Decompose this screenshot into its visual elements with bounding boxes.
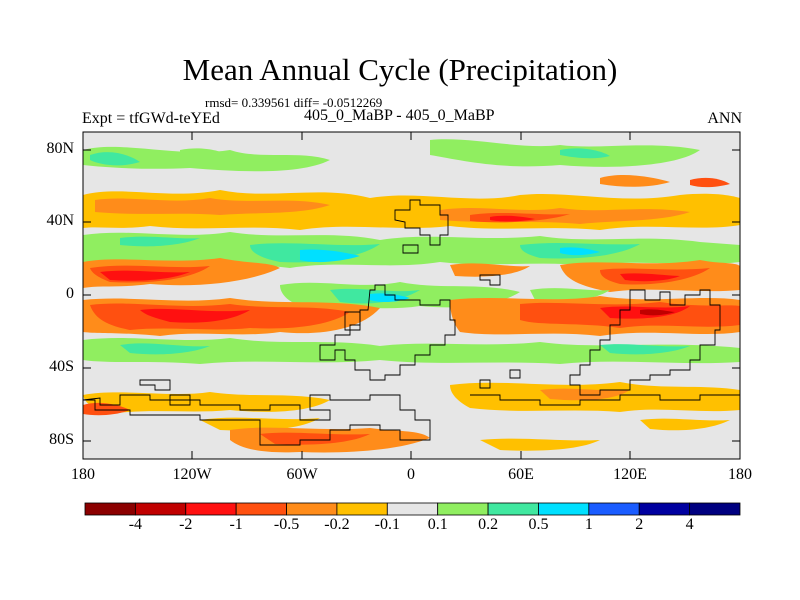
colorbar-label: -4 (128, 516, 143, 533)
colorbar-box (286, 502, 338, 516)
coastlines (83, 199, 740, 446)
colorbar-label: 0.1 (427, 516, 448, 533)
colorbar-box (336, 502, 388, 516)
colorbar-box (386, 502, 439, 516)
coastline (479, 274, 501, 286)
contour-region (90, 152, 140, 166)
x-tick-120e: 120E (613, 466, 647, 483)
colorbar-box (689, 502, 741, 516)
coastline (319, 284, 456, 381)
contour-region (620, 273, 680, 282)
experiment-label: Expt = tfGWd-teYEd (82, 110, 220, 127)
coastline (402, 244, 419, 254)
colorbar (84, 502, 741, 516)
coastline (344, 311, 361, 331)
colorbar-box (84, 502, 136, 516)
contour-region (95, 198, 330, 215)
contour-region (480, 438, 600, 451)
contour-fill-layer (83, 139, 740, 453)
contour-region (450, 263, 530, 277)
colorbar-label: 0.2 (478, 516, 499, 533)
coastline (83, 394, 431, 446)
colorbar-label: -2 (179, 516, 193, 533)
colorbar-box (185, 502, 237, 516)
coastline (169, 394, 191, 406)
y-tick-40n: 40N (46, 212, 74, 229)
colorbar-box (538, 502, 590, 516)
y-tick-80s: 80S (49, 431, 74, 448)
colorbar-box (638, 502, 691, 516)
contour-region (83, 338, 740, 364)
comparison-subtitle: 405_0_MaBP - 405_0_MaBP (304, 107, 495, 124)
contour-region (600, 344, 690, 355)
colorbar-label: 0.5 (528, 516, 549, 533)
contour-region (640, 418, 730, 431)
season-label: ANN (707, 110, 742, 127)
y-tick-80n: 80N (46, 140, 74, 157)
contour-region (180, 148, 230, 159)
coastline (479, 379, 491, 389)
contour-region (600, 175, 670, 187)
contour-region (120, 343, 210, 355)
coastline (569, 289, 721, 396)
contour-region (560, 247, 600, 256)
colorbar-label: -1 (229, 516, 243, 533)
colorbar-box (588, 502, 640, 516)
colorbar-label: 1 (584, 516, 593, 533)
x-tick-0: 0 (407, 466, 415, 483)
colorbar-box (134, 502, 187, 516)
contour-region (83, 392, 330, 414)
contour-region (83, 232, 740, 268)
coastline (139, 379, 171, 391)
contour-region (490, 215, 535, 222)
contour-region (530, 288, 610, 302)
contour-region (140, 308, 250, 323)
x-tick-120w: 120W (172, 466, 212, 483)
map-title: Mean Annual Cycle (Precipitation) (182, 52, 618, 87)
contour-region (690, 177, 730, 188)
contour-region (83, 146, 330, 172)
x-tick-180-right: 180 (728, 466, 752, 483)
contour-region (260, 432, 370, 445)
contour-region (100, 270, 190, 281)
contour-region (120, 236, 200, 247)
y-tick-40s: 40S (49, 358, 74, 375)
rmsd-diff-stats: rmsd= 0.339561 diff= -0.0512269 (205, 95, 383, 110)
contour-region (560, 148, 610, 159)
y-tick-0: 0 (66, 285, 74, 302)
colorbar-label: 2 (635, 516, 644, 533)
colorbar-box (437, 502, 489, 516)
colorbar-box (235, 502, 287, 516)
colorbar-label: 4 (685, 516, 694, 533)
colorbar-label: -0.2 (324, 516, 350, 533)
contour-region (300, 249, 360, 263)
colorbar-label: -0.1 (374, 516, 400, 533)
x-tick-180-left: 180 (71, 466, 95, 483)
coastline (394, 199, 449, 246)
axis-ticks (83, 132, 740, 459)
coastline (509, 369, 521, 379)
colorbar-box (487, 502, 539, 516)
coastline (470, 394, 740, 406)
x-tick-60w: 60W (286, 466, 318, 483)
contour-region (540, 388, 630, 401)
contour-region (640, 309, 675, 316)
x-tick-60e: 60E (508, 466, 534, 483)
colorbar-label: -0.5 (273, 516, 300, 533)
